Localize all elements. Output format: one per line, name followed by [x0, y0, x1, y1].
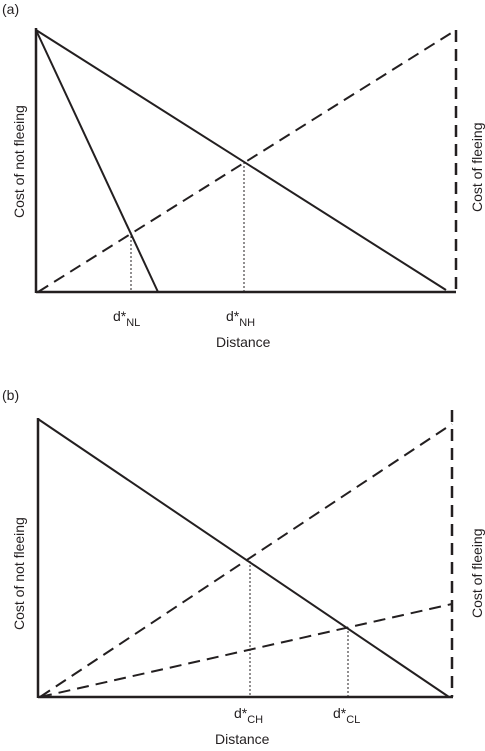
panel-b-cost-line: [37, 418, 450, 698]
marker-base: d*: [113, 308, 127, 324]
panel-b-x-label: Distance: [215, 731, 270, 747]
marker-base: d*: [234, 705, 248, 721]
panel-b-shallow-flee-line: [39, 603, 453, 698]
panel-a-y-left-label: Cost of not fleeing: [11, 105, 27, 218]
panel-a-steep-cost-line: [35, 29, 159, 293]
panel-a-marker-dnh: d*NH: [226, 308, 255, 329]
panel-b-steep-flee-line: [39, 423, 453, 698]
panel-a-flee-cost-line: [37, 29, 457, 293]
panel-a-shallow-cost-line: [35, 29, 447, 291]
marker-sub: CH: [247, 714, 263, 726]
marker-sub: NL: [126, 317, 140, 329]
panel-a-y-right-label: Cost of fleeing: [469, 123, 485, 213]
panel-a-x-label: Distance: [216, 334, 271, 350]
panel-a: (a) Cost of not fleeing Cost of fleeing …: [2, 1, 485, 350]
panel-b-marker-dcl: d*CL: [333, 705, 360, 726]
marker-sub: NH: [239, 317, 255, 329]
panel-a-label: (a): [2, 1, 19, 17]
panel-a-marker-dnl: d*NL: [113, 308, 140, 329]
panel-b: (b) Cost of not fleeing Cost of fleeing …: [2, 387, 485, 747]
panel-b-label: (b): [2, 387, 19, 403]
panel-b-marker-dch: d*CH: [234, 705, 263, 726]
panel-b-y-right-label: Cost of fleeing: [469, 529, 485, 619]
marker-sub: CL: [346, 714, 360, 726]
marker-base: d*: [333, 705, 347, 721]
panel-b-y-left-label: Cost of not fleeing: [11, 517, 27, 630]
marker-base: d*: [226, 308, 240, 324]
